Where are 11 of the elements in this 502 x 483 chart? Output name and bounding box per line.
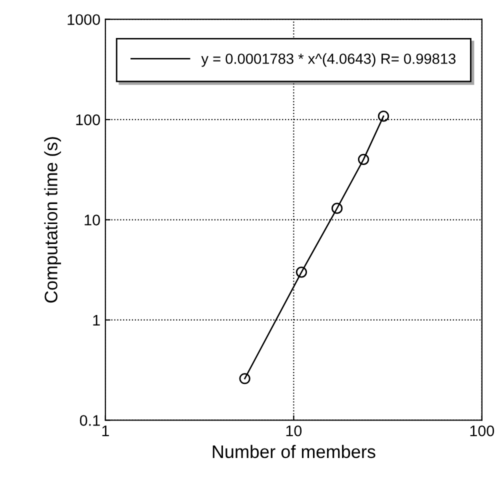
y-tick-label: 1000 [68, 14, 100, 26]
x-tick-label: 100 [470, 425, 494, 436]
x-axis-title: Number of members [212, 444, 376, 458]
y-tick-label: 1 [93, 315, 100, 326]
legend-label: y = 0.0001783 * x^(4.0643) R= 0.99813 [201, 53, 456, 67]
x-tick-label: 1 [102, 426, 109, 436]
y-tick-label: 10 [84, 214, 100, 226]
y-axis-title: Computation time (s) [44, 137, 62, 303]
x-tick-label: 10 [286, 425, 302, 436]
y-tick-label: 0.1 [80, 415, 100, 426]
y-tick-label: 100 [76, 114, 100, 126]
